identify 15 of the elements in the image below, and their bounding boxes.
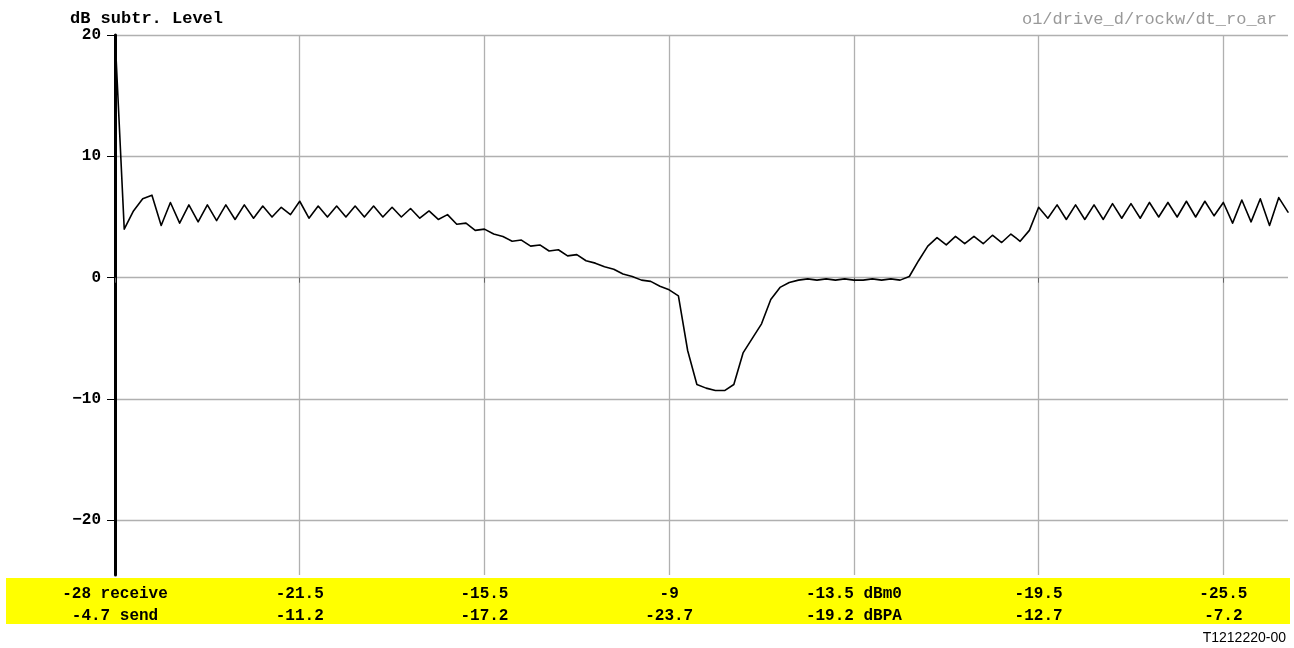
chart-subtitle: o1/drive_d/rockw/dt_ro_ar: [1021, 10, 1278, 29]
y-tick-label: −10: [72, 390, 101, 409]
x-tick-label: -21.5 -11.2: [275, 585, 324, 625]
y-tick-label: −20: [72, 511, 101, 530]
x-tick-label: -28 receive -4.7 send: [62, 585, 168, 625]
x-tick-label: -13.5 dBm0 -19.2 dBPA: [805, 585, 903, 625]
x-tick-label: -9 -23.7: [645, 585, 694, 625]
y-tick-label: 0: [91, 268, 101, 287]
x-tick-label: -25.5 -7.2: [1199, 585, 1248, 625]
y-tick-label: 10: [81, 147, 101, 166]
x-tick-label: -19.5 -12.7: [1014, 585, 1063, 625]
text: T1212220-00: [1202, 629, 1287, 645]
y-axis-title: dB subtr. Level: [70, 9, 224, 28]
x-tick-label: -15.5 -17.2: [460, 585, 509, 625]
y-tick-label: 20: [81, 26, 101, 44]
